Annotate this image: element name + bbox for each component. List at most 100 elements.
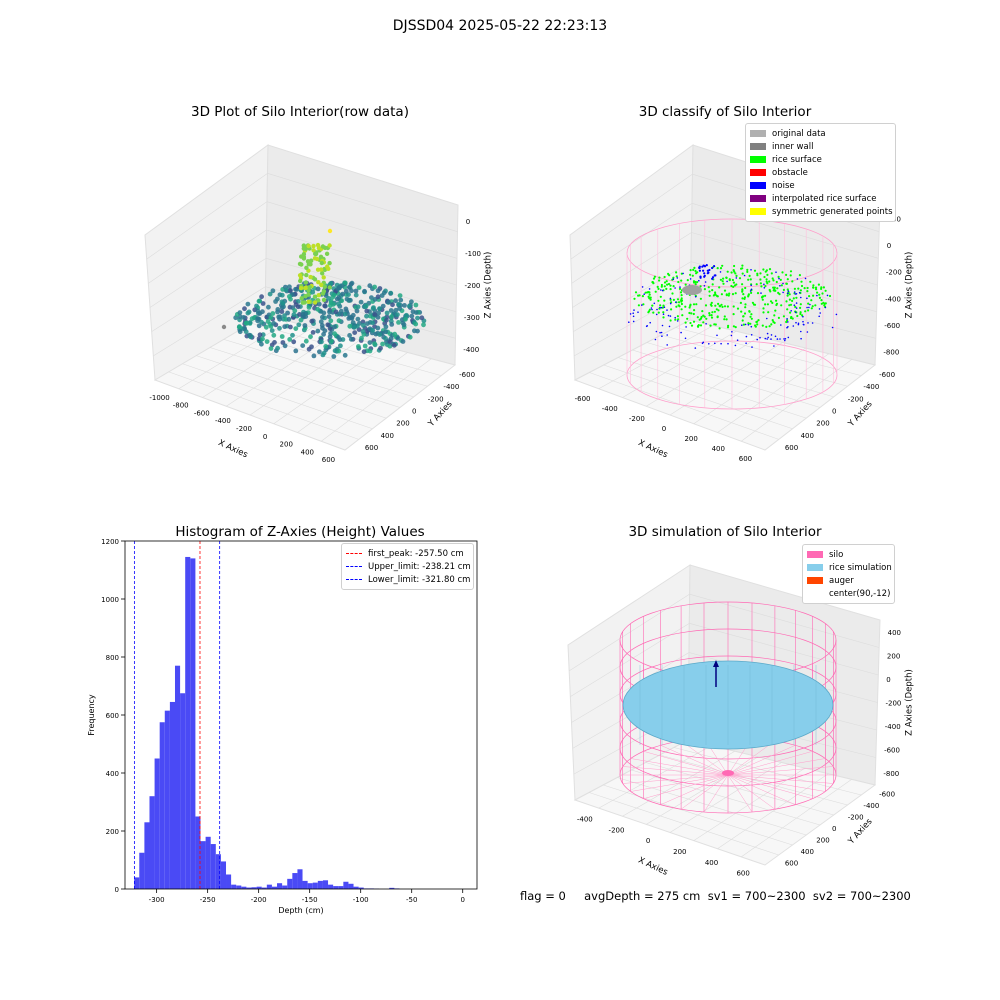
classify-rice-surface-point (692, 320, 696, 323)
raw-data-point (276, 314, 282, 320)
classify-noise-point (734, 344, 737, 347)
classify-noise-point (705, 323, 707, 325)
raw-data-point (372, 341, 377, 347)
raw-data-point (413, 302, 419, 308)
classify-rice-surface-point (733, 270, 736, 273)
raw-data-point (308, 334, 313, 340)
classify-rice-surface-point (754, 325, 757, 328)
classify-rice-surface-point (662, 311, 665, 314)
raw-data-point (270, 288, 276, 294)
classify-y-tick-label: -200 (848, 395, 864, 403)
classify-legend-swatch (750, 130, 766, 137)
classify-rice-surface-point (782, 288, 785, 291)
histogram-bar (322, 880, 329, 889)
classify-rice-surface-point (795, 296, 798, 299)
classify-rice-surface-point (728, 292, 731, 295)
classify-rice-surface-point (741, 289, 744, 292)
raw-data-point (265, 319, 271, 324)
raw-data-point (367, 348, 373, 354)
classify-rice-surface-point (751, 301, 754, 304)
raw-z-tick-label: -300 (464, 314, 480, 322)
simulation-y-tick-label: -400 (863, 802, 879, 810)
classify-noise-point (784, 338, 787, 340)
raw-data-point (331, 301, 336, 307)
histogram-bar (215, 854, 221, 889)
raw-data-point (286, 316, 292, 322)
classify-rice-surface-point (684, 305, 687, 308)
raw-data-point (332, 348, 338, 354)
histogram-bar (277, 883, 283, 889)
simulation-3d-plot[interactable]: -400-2000200400600-600-400-2000200400600… (520, 545, 940, 885)
raw-y-tick-label: 400 (381, 432, 394, 440)
raw-data-point (324, 251, 330, 256)
classify-rice-surface-point (716, 267, 719, 270)
raw-data-point (316, 293, 321, 298)
raw-data-point (311, 243, 316, 249)
raw-data-point (291, 339, 297, 345)
simulation-silo-floor-spoke (643, 751, 729, 776)
classify-rice-surface-point (710, 304, 713, 307)
classify-noise-point (641, 304, 643, 306)
simulation-grid-line (689, 593, 880, 648)
classify-legend-item: symmetric generated points (750, 205, 893, 218)
raw-data-point (287, 337, 293, 342)
classify-rice-surface-point (690, 324, 694, 327)
histogram-bar (210, 844, 216, 889)
classify-legend-label: inner wall (772, 141, 814, 152)
raw-z-tick-label: 0 (466, 218, 470, 226)
raw-data-point (339, 298, 345, 304)
raw-data-point (249, 316, 255, 322)
raw-data-point (312, 256, 318, 261)
classify-rice-surface-point (760, 285, 763, 288)
raw-data-point (293, 302, 299, 307)
classify-rice-surface-point (800, 280, 803, 283)
classify-rice-surface-point (689, 303, 692, 306)
classify-grid-line (675, 327, 862, 376)
classify-noise-point (784, 339, 786, 342)
raw-data-point (305, 259, 311, 264)
raw-data-point (282, 343, 288, 349)
classify-rice-surface-point (808, 295, 811, 298)
raw-data-point (322, 303, 328, 309)
simulation-y-tick-label: 200 (816, 836, 829, 844)
classify-noise-point (792, 325, 795, 327)
classify-noise-point (766, 317, 768, 320)
classify-legend-label: obstacle (772, 167, 808, 178)
classify-rice-surface-point (785, 282, 788, 285)
raw-data-point (332, 331, 337, 337)
raw-data-point (409, 299, 414, 305)
classify-rice-surface-point (723, 289, 727, 292)
histogram-bar (261, 887, 267, 889)
classify-rice-surface-point (705, 317, 708, 320)
raw-data-point (316, 298, 321, 303)
simulation-grid-line (717, 773, 829, 849)
classify-rice-surface-point (736, 307, 740, 310)
raw-data-point (323, 344, 329, 349)
raw-data-point (400, 339, 406, 344)
histogram-bar (226, 874, 232, 889)
raw-x-tick-label: -1000 (149, 394, 169, 402)
raw-data-point (352, 324, 357, 330)
raw-3d-plot[interactable]: -1000-800-600-400-2000200400600-600-400-… (100, 125, 500, 485)
classify-noise-point (736, 339, 739, 341)
classify-grid-line (572, 232, 692, 308)
raw-data-point (288, 324, 293, 330)
histogram-x-tick-label: 0 (460, 896, 464, 904)
raw-data-point (412, 328, 417, 334)
raw-data-point (336, 285, 342, 290)
histogram-bar (328, 884, 334, 889)
classify-noise-point (783, 338, 785, 340)
classify-noise-point (795, 302, 798, 304)
classify-rice-surface-point (663, 281, 667, 284)
classify-noise-point (726, 280, 728, 283)
classify-y-tick-label: -400 (863, 383, 879, 391)
classify-rice-surface-point (694, 269, 697, 273)
raw-data-point (384, 317, 389, 323)
classify-legend-label: original data (772, 128, 826, 139)
classify-noise-point (824, 306, 827, 309)
simulation-grid-line (631, 769, 821, 826)
classify-rice-surface-point (692, 268, 695, 271)
classify-rice-surface-point (651, 304, 654, 307)
raw-data-point (259, 319, 264, 325)
classify-x-tick-label: 600 (739, 455, 752, 463)
